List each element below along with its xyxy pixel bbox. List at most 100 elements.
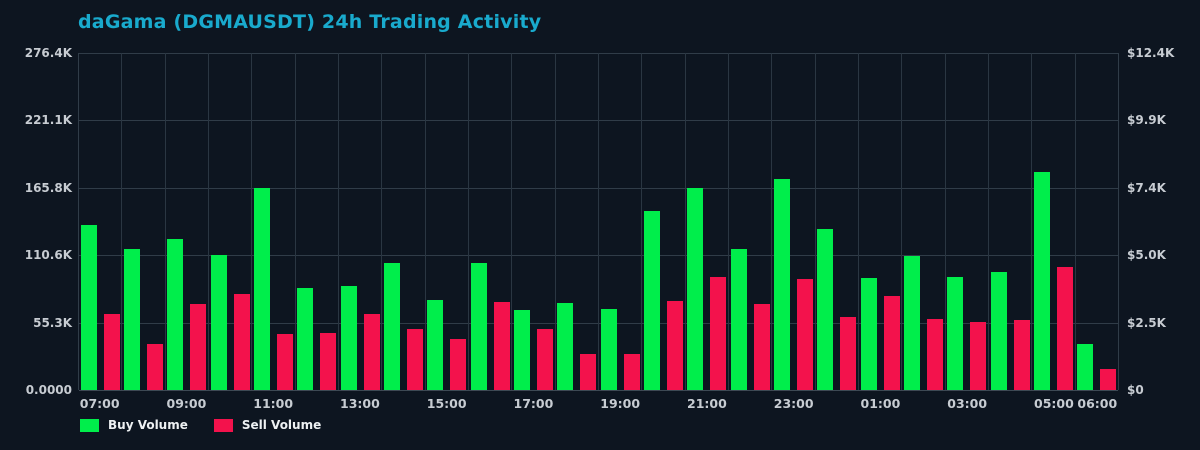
buy-bar-0400 [990, 272, 1007, 390]
buy-bar-0600 [1077, 343, 1094, 390]
y-tick-right: $0 [1127, 383, 1144, 397]
hour-group-1900 [599, 53, 643, 390]
hour-group-1800 [556, 53, 599, 390]
y-tick-right: $7.4K [1127, 180, 1166, 195]
hour-group-0600 [1076, 53, 1118, 390]
buy-bar-0300 [947, 276, 964, 390]
x-tick-0600: 06:00 [1077, 396, 1118, 411]
sell-bar-1200 [320, 332, 337, 390]
sell-bar-0900 [190, 304, 207, 390]
x-tick-2300: 23:00 [773, 396, 814, 411]
hour-group-1000 [209, 53, 253, 390]
buy-bar-2200 [730, 249, 747, 390]
buy-bar-0500 [1033, 171, 1050, 390]
sell-bar-0800 [146, 343, 163, 390]
x-tick-0300: 03:00 [947, 396, 988, 411]
x-tick-1900: 19:00 [600, 396, 641, 411]
buy-bar-1200 [297, 287, 314, 390]
legend-label: Buy Volume [108, 418, 188, 432]
sell-bar-2300 [796, 279, 813, 390]
sell-bar-0500 [1056, 266, 1073, 390]
hour-group-0300 [946, 53, 989, 390]
sell-bar-0300 [970, 321, 987, 390]
hour-group-1400 [382, 53, 426, 390]
buy-bar-0000 [817, 229, 834, 390]
y-tick-left: 110.6K [24, 248, 72, 263]
sell-bar-1300 [363, 314, 380, 390]
hour-group-1500 [426, 53, 469, 390]
hour-group-0800 [122, 53, 166, 390]
buy-bar-1900 [600, 308, 617, 390]
buy-bar-0200 [903, 255, 920, 390]
buy-bar-2100 [687, 188, 704, 390]
y-tick-right: $9.9K [1127, 113, 1166, 128]
sell-bar-1400 [406, 329, 423, 390]
buy-bar-1400 [383, 262, 400, 390]
sell-bar-0400 [1013, 319, 1030, 390]
buy-bar-1700 [513, 309, 530, 390]
hour-group-0900 [166, 53, 209, 390]
y-tick-right: $2.5K [1127, 315, 1166, 330]
sell-bar-2100 [710, 277, 727, 390]
x-tick-0100: 01:00 [860, 396, 901, 411]
y-tick-right: $12.4K [1127, 46, 1175, 60]
sell-bar-1500 [450, 338, 467, 390]
y-tick-left: 276.4K [24, 46, 72, 60]
sell-bar-0700 [103, 313, 120, 390]
hour-group-1300 [339, 53, 383, 390]
sell-bar-2200 [753, 304, 770, 390]
x-axis-line [79, 390, 1118, 391]
x-tick-0500: 05:00 [1034, 396, 1074, 411]
legend-item-sell: Sell Volume [213, 418, 322, 432]
y-tick-left: 55.3K [33, 315, 72, 330]
buy-swatch-icon [80, 418, 99, 432]
y-tick-left: 0.0000 [25, 383, 72, 397]
sell-bar-0200 [926, 318, 943, 390]
x-tick-1100: 11:00 [253, 396, 294, 411]
x-tick-0900: 09:00 [166, 396, 207, 411]
hour-group-2200 [729, 53, 773, 390]
hour-group-0400 [989, 53, 1033, 390]
buy-bar-0100 [860, 278, 877, 390]
bars-row [79, 53, 1118, 390]
hour-group-2300 [772, 53, 816, 390]
legend-item-buy: Buy Volume [80, 418, 188, 432]
buy-bar-0700 [80, 225, 97, 390]
y-tick-right: $5.0K [1127, 248, 1166, 263]
hour-group-1600 [469, 53, 513, 390]
hour-group-0200 [902, 53, 946, 390]
hour-group-0700 [79, 53, 123, 390]
x-tick-2100: 21:00 [687, 396, 727, 411]
hour-group-0500 [1032, 53, 1076, 390]
x-tick-1700: 17:00 [513, 396, 554, 411]
buy-bar-1300 [340, 286, 357, 390]
sell-bar-2000 [666, 301, 683, 390]
buy-bar-0800 [123, 248, 140, 390]
buy-bar-2000 [643, 211, 660, 390]
plot-area [78, 53, 1119, 391]
y-tick-left: 221.1K [24, 113, 72, 128]
hour-group-1200 [296, 53, 339, 390]
x-tick-0700: 07:00 [79, 396, 120, 411]
buy-bar-2300 [773, 179, 790, 390]
x-tick-1500: 15:00 [426, 396, 467, 411]
sell-bar-1000 [233, 293, 250, 390]
sell-bar-1100 [276, 333, 293, 390]
hour-group-0100 [859, 53, 903, 390]
buy-bar-0900 [167, 238, 184, 390]
buy-bar-1000 [210, 255, 227, 390]
hour-group-2100 [686, 53, 729, 390]
legend-label: Sell Volume [241, 418, 322, 432]
sell-swatch-icon [213, 418, 233, 432]
legend: Buy Volume Sell Volume [80, 418, 321, 432]
x-tick-1300: 13:00 [340, 396, 380, 411]
buy-bar-1800 [557, 302, 574, 390]
hour-group-1100 [252, 53, 296, 390]
hour-group-1700 [512, 53, 556, 390]
sell-bar-0100 [883, 296, 900, 390]
sell-bar-1700 [536, 329, 553, 390]
hour-group-0000 [816, 53, 859, 390]
buy-bar-1500 [427, 299, 444, 390]
sell-bar-0000 [840, 317, 857, 390]
